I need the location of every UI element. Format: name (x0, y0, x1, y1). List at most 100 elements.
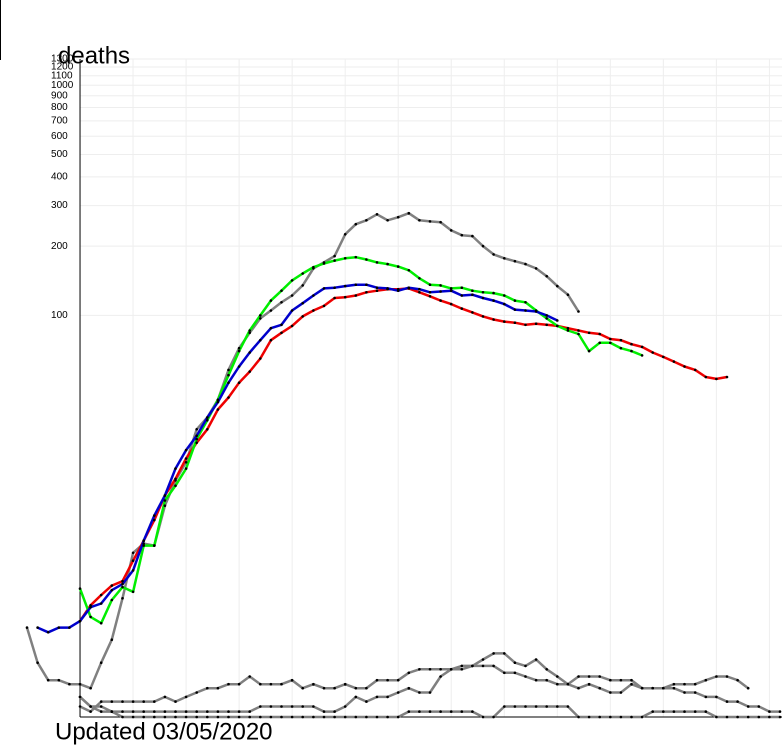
point (715, 377, 718, 381)
point (524, 664, 527, 668)
point (492, 253, 495, 256)
point (407, 269, 411, 272)
point (142, 710, 145, 713)
point (99, 700, 103, 703)
point (121, 585, 124, 589)
point (248, 351, 251, 354)
point (354, 686, 358, 690)
point (290, 309, 294, 312)
y-tick-label: 1200 (51, 62, 74, 73)
point (237, 710, 241, 713)
point (481, 715, 485, 719)
point (99, 621, 103, 625)
point (78, 682, 82, 686)
point (566, 705, 570, 708)
point (757, 715, 761, 719)
point (206, 416, 209, 419)
point (619, 715, 623, 719)
point (640, 715, 644, 719)
point (715, 675, 718, 678)
point (99, 602, 103, 605)
point (492, 652, 495, 655)
point (301, 686, 305, 690)
point (333, 686, 336, 690)
point (524, 675, 527, 678)
point (163, 715, 167, 719)
point (227, 373, 230, 377)
point (513, 259, 517, 263)
point (556, 682, 559, 686)
point (269, 326, 273, 330)
point (396, 691, 400, 694)
point (78, 695, 82, 699)
point (449, 710, 453, 713)
point (683, 710, 686, 713)
point (524, 301, 527, 304)
point (428, 283, 432, 287)
point (248, 331, 251, 335)
point (545, 323, 548, 327)
point (662, 686, 665, 690)
point (460, 668, 464, 671)
point (322, 304, 326, 308)
point (184, 715, 188, 719)
point (545, 705, 548, 708)
lines (25, 211, 780, 719)
point (68, 626, 71, 629)
point (322, 262, 326, 265)
point (545, 314, 548, 317)
point (640, 686, 644, 690)
point (290, 294, 294, 297)
point (110, 584, 114, 587)
point (396, 678, 400, 682)
y-tick-label: 200 (51, 241, 68, 252)
point (609, 337, 612, 341)
point (174, 477, 177, 481)
point (481, 658, 485, 661)
point (163, 499, 167, 502)
point (195, 437, 198, 441)
point (312, 309, 315, 312)
point (609, 715, 612, 719)
point (110, 700, 114, 703)
point (428, 220, 432, 223)
point (333, 259, 336, 262)
point (216, 398, 220, 402)
y-tick-label: 400 (51, 171, 68, 182)
axes (79, 59, 782, 718)
point (195, 441, 198, 445)
point (439, 299, 442, 302)
point (672, 710, 676, 713)
point (630, 349, 633, 353)
point (365, 686, 368, 690)
point (195, 428, 198, 431)
point (365, 219, 368, 222)
point (280, 289, 283, 293)
point (174, 700, 177, 703)
point (142, 700, 145, 703)
point (609, 691, 612, 694)
point (460, 233, 464, 237)
point (418, 691, 421, 694)
point (715, 695, 718, 699)
point (439, 710, 442, 713)
point (672, 360, 676, 363)
series-line (79, 695, 780, 719)
y-tick-label: 100 (51, 310, 68, 321)
point (503, 652, 506, 655)
point (280, 323, 283, 327)
point (577, 332, 580, 336)
point (89, 710, 92, 713)
point (492, 715, 495, 719)
point (513, 308, 517, 311)
point (651, 710, 654, 713)
point (322, 715, 326, 719)
point (153, 715, 156, 719)
y-tick-label: 1000 (51, 80, 74, 91)
point (545, 317, 548, 320)
point (598, 686, 601, 690)
point (577, 675, 580, 678)
point (587, 331, 591, 335)
point (248, 329, 251, 332)
point (174, 710, 177, 713)
